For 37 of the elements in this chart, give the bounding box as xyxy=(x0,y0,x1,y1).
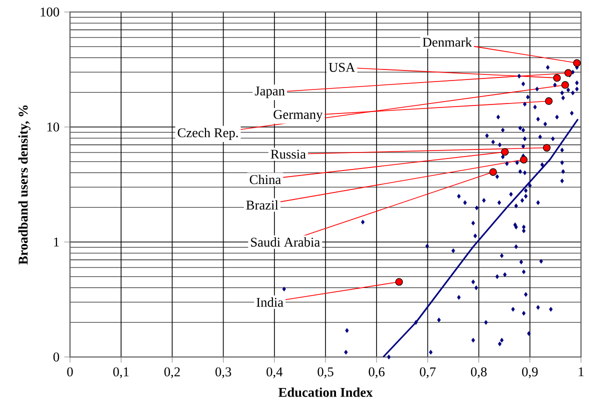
y-tick-label: 10 xyxy=(47,122,60,132)
annotation: Japan xyxy=(254,86,285,98)
point xyxy=(545,97,553,105)
x-tick-label: 0,6 xyxy=(368,367,385,378)
annotation: Russia xyxy=(270,150,306,159)
x-tick-label: 1 xyxy=(578,367,584,376)
point xyxy=(564,69,572,77)
x-tick-label: 0 xyxy=(67,367,73,376)
x-tick-label: 0,1 xyxy=(113,367,129,378)
point xyxy=(501,148,509,156)
x-tick-label: 0,8 xyxy=(470,367,487,378)
point xyxy=(553,74,561,82)
line-series xyxy=(382,118,579,358)
annotation: Germany xyxy=(274,110,323,122)
annotation: India xyxy=(256,297,284,307)
annotation: Saudi Arabia xyxy=(251,237,320,247)
annotation: China xyxy=(250,174,281,184)
x-axis-title: Education Index xyxy=(278,387,373,397)
point xyxy=(561,81,569,89)
y-tick-label: 100 xyxy=(40,8,60,16)
annotation: USA xyxy=(328,62,356,72)
annotation: Denmark xyxy=(422,37,472,47)
annotation: Brazil xyxy=(246,200,278,210)
y-tick-label: 1 xyxy=(54,238,59,246)
x-tick-label: 0,9 xyxy=(522,367,538,378)
x-tick-label: 0,2 xyxy=(164,367,180,378)
point xyxy=(542,144,551,152)
x-tick-label: 0,5 xyxy=(318,367,334,378)
x-tick-label: 0,3 xyxy=(215,367,232,378)
x-tick-label: 0,7 xyxy=(420,367,436,378)
y-axis-title: Broadband users density, % xyxy=(18,106,30,265)
point xyxy=(489,168,497,176)
annotation: Czech Rep. xyxy=(178,128,238,140)
point xyxy=(520,156,528,164)
y-tick-label: 0 xyxy=(53,352,60,362)
point xyxy=(395,278,403,286)
x-tick-label: 0,4 xyxy=(266,367,283,378)
